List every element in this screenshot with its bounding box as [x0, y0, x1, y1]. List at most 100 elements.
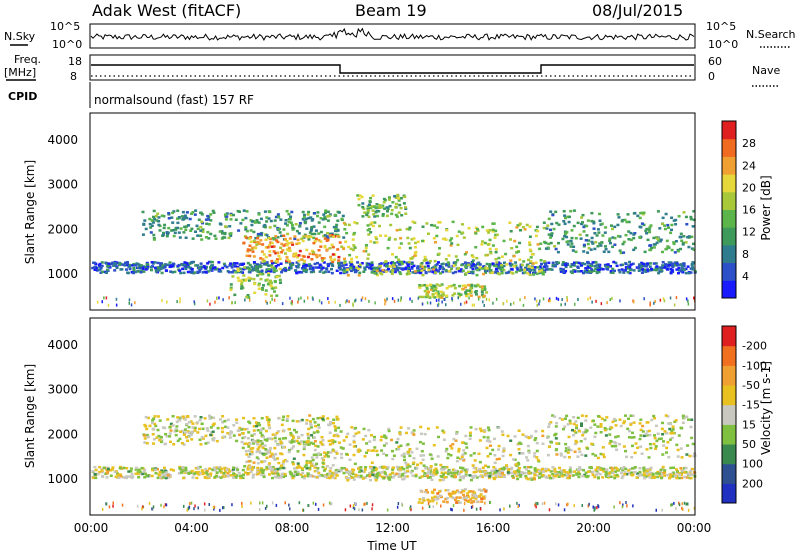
echo-cell [575, 426, 578, 430]
echo-cell [267, 274, 271, 277]
echo-cell [304, 220, 308, 224]
echo-cell [655, 439, 659, 443]
echo-cell [673, 303, 676, 307]
echo-cell [229, 234, 233, 237]
echo-cell [463, 253, 467, 256]
echo-cell [414, 474, 418, 478]
echo-cell [666, 245, 670, 248]
echo-cell [647, 429, 651, 433]
echo-cell [212, 416, 216, 420]
echo-cell [266, 504, 268, 508]
echo-cell [411, 220, 415, 223]
echo-cell [289, 507, 291, 511]
echo-cell [436, 455, 440, 458]
echo-cell [160, 435, 163, 439]
echo-cell [376, 453, 380, 457]
echo-cell [274, 251, 278, 255]
echo-cell [544, 268, 548, 271]
echo-cell [405, 475, 409, 478]
echo-cell [179, 300, 181, 304]
echo-cell [270, 259, 274, 263]
echo-cell [434, 495, 438, 499]
echo-cell [394, 196, 398, 199]
echo-cell [146, 265, 150, 269]
echo-cell [473, 303, 475, 307]
echo-cell [305, 419, 309, 422]
echo-cell [436, 501, 438, 505]
echo-cell [380, 449, 384, 452]
echo-cell [349, 470, 353, 473]
echo-cell [640, 452, 644, 455]
echo-cell [619, 424, 623, 428]
echo-cell [586, 251, 590, 254]
colorbar-tick: -15 [742, 399, 760, 412]
echo-cell [509, 264, 513, 267]
echo-cell [264, 448, 268, 451]
echo-cell [130, 264, 134, 267]
echo-cell [117, 263, 121, 267]
echo-cell [394, 213, 398, 217]
echo-cell [520, 263, 524, 267]
echo-cell [248, 237, 252, 240]
echo-cell [181, 466, 185, 469]
echo-cell [365, 265, 369, 268]
echo-cell [308, 461, 312, 465]
echo-cell [509, 471, 513, 475]
x-tick-label: 20:00 [576, 521, 611, 535]
echo-cell [125, 467, 129, 470]
echo-cell [675, 262, 679, 265]
echo-cell [111, 261, 115, 265]
echo-cell [363, 455, 367, 458]
echo-cell [528, 248, 532, 251]
echo-cell [660, 476, 663, 480]
echo-cell [495, 233, 499, 237]
echo-cell [604, 247, 608, 251]
echo-cell [406, 236, 410, 240]
echo-cell [387, 198, 391, 201]
echo-cell [517, 448, 521, 451]
echo-cell [585, 224, 589, 228]
echo-cell [361, 508, 364, 512]
echo-cell [577, 270, 580, 273]
echo-cell [658, 474, 662, 478]
echo-cell [675, 296, 678, 300]
echo-cell [638, 422, 642, 425]
echo-cell [159, 267, 163, 271]
echo-cell [398, 467, 402, 471]
echo-cell [438, 490, 442, 493]
echo-cell [302, 260, 306, 263]
echo-cell [290, 241, 294, 245]
echo-cell [222, 471, 226, 475]
echo-cell [499, 508, 501, 512]
echo-cell [194, 504, 196, 508]
echo-cell [256, 466, 260, 470]
echo-cell [264, 270, 268, 274]
echo-cell [304, 263, 308, 267]
colorbar-tick: 4 [742, 270, 749, 283]
echo-cell [379, 234, 382, 237]
echo-cell [477, 267, 481, 270]
echo-cell [449, 284, 453, 288]
echo-cell [130, 303, 133, 307]
echo-cell [232, 263, 236, 267]
echo-cell [305, 268, 309, 272]
echo-cell [449, 495, 453, 498]
echo-cell [557, 297, 560, 301]
echo-cell [595, 234, 599, 237]
echo-cell [345, 300, 347, 304]
echo-cell [655, 268, 659, 272]
echo-cell [169, 440, 172, 444]
echo-cell [261, 260, 265, 263]
echo-cell [418, 268, 422, 271]
echo-cell [221, 266, 225, 270]
echo-cell [303, 213, 306, 217]
echo-cell [517, 429, 521, 432]
echo-cell [188, 217, 192, 221]
echo-cell [653, 268, 656, 272]
echo-cell [690, 235, 694, 239]
echo-cell [475, 500, 479, 503]
echo-cell [276, 236, 280, 239]
echo-cell [233, 265, 237, 268]
echo-cell [555, 473, 559, 477]
echo-cell [251, 476, 255, 479]
